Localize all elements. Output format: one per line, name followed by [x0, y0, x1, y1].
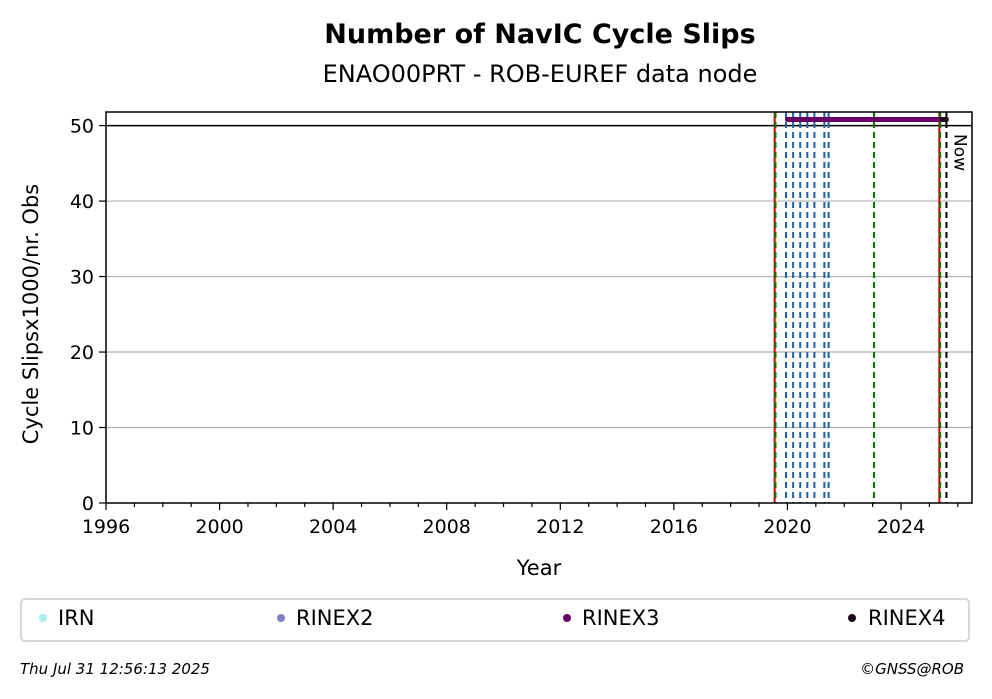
legend-label-rinex2: RINEX2 [296, 606, 374, 630]
legend-label-irn: IRN [58, 606, 95, 630]
legend-box [20, 598, 970, 642]
legend-label-rinex3: RINEX3 [582, 606, 660, 630]
footer-credit: ©GNSS@ROB [860, 660, 964, 678]
legend-marker-irn [39, 614, 47, 622]
footer-timestamp: Thu Jul 31 12:56:13 2025 [20, 660, 210, 678]
legend-marker-rinex3 [563, 614, 571, 622]
x-axis-ticks: 1996 2000 2004 2008 2012 2016 2020 2024 [82, 503, 959, 538]
x-tick-label: 2024 [877, 516, 925, 538]
x-tick-label: 2020 [763, 516, 811, 538]
x-tick-label: 2004 [309, 516, 357, 538]
legend-marker-rinex2 [277, 614, 285, 622]
y-axis-ticks: 0 10 20 30 40 50 [70, 116, 106, 515]
y-tick-label: 40 [70, 191, 94, 213]
chart-title: Number of NavIC Cycle Slips [324, 19, 755, 50]
plot-frame [105, 111, 973, 504]
legend-marker-rinex4 [848, 614, 856, 622]
x-tick-label: 2016 [650, 516, 698, 538]
y-tick-label: 30 [70, 267, 94, 289]
legend: IRN RINEX2 RINEX3 RINEX4 [39, 606, 946, 630]
y-tick-label: 20 [70, 342, 94, 364]
y-tick-label: 10 [70, 418, 94, 440]
x-axis-label: Year [516, 556, 562, 580]
y-axis-label: Cycle Slipsx1000/nr. Obs [19, 184, 43, 444]
y-tick-label: 50 [70, 116, 94, 138]
x-tick-label: 2012 [536, 516, 584, 538]
now-label: Now [949, 134, 969, 171]
y-tick-label: 0 [82, 493, 94, 515]
chart-subtitle: ENAO00PRT - ROB-EUREF data node [323, 60, 758, 88]
x-tick-label: 1996 [82, 516, 130, 538]
x-tick-label: 2008 [423, 516, 471, 538]
grid [106, 124, 972, 429]
legend-label-rinex4: RINEX4 [868, 606, 946, 630]
vertical-markers [773, 112, 948, 503]
x-tick-label: 2000 [195, 516, 243, 538]
